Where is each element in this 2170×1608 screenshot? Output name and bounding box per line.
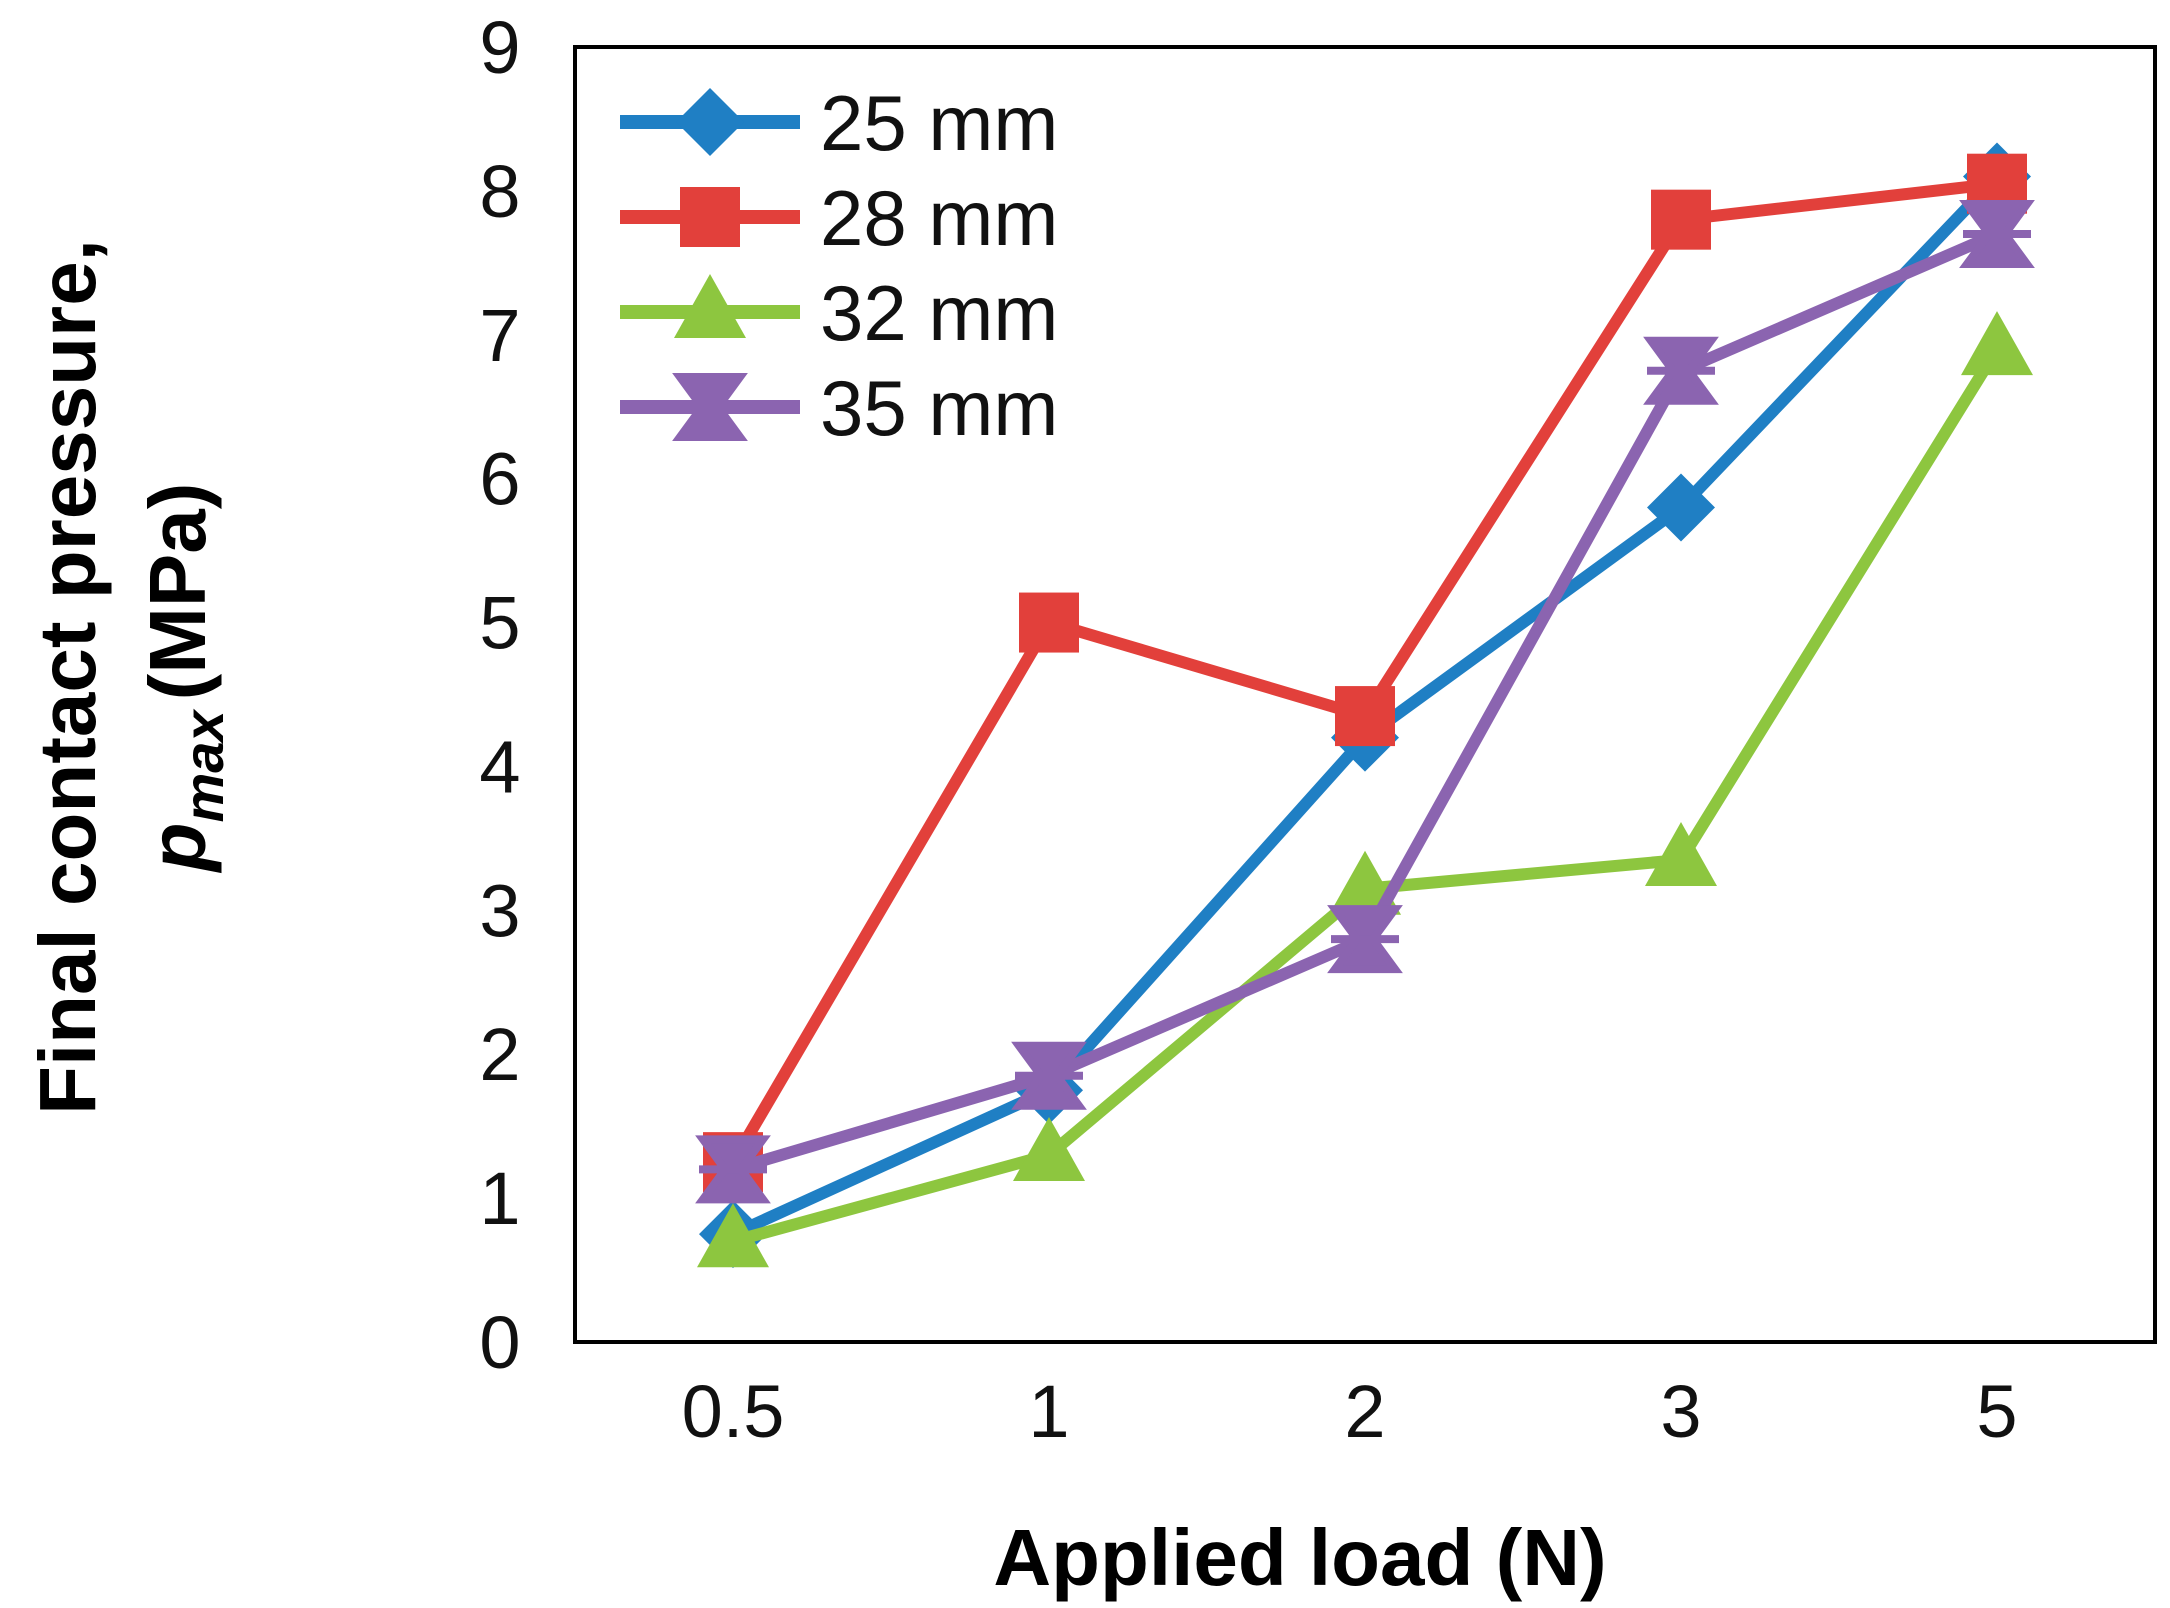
legend-label: 25 mm bbox=[820, 79, 1058, 167]
series-star bbox=[695, 200, 2035, 1204]
y-axis-ticks: 0 1 2 3 4 5 6 7 8 9 bbox=[479, 6, 520, 1384]
data-point-square bbox=[1651, 189, 1711, 250]
y-axis-unit: (MPa) bbox=[133, 483, 222, 701]
y-axis-title-line2: pmax (MPa) bbox=[133, 483, 235, 874]
data-point-square bbox=[1335, 686, 1395, 747]
data-point-triangle bbox=[697, 1203, 769, 1268]
y-tick-label: 8 bbox=[479, 150, 520, 233]
y-tick-label: 0 bbox=[479, 1301, 520, 1384]
data-point-triangle bbox=[1961, 311, 2033, 376]
data-point-star bbox=[1011, 1041, 1087, 1110]
y-tick-label: 6 bbox=[479, 438, 520, 521]
legend-item: 32 mm bbox=[620, 269, 1058, 357]
y-tick-label: 5 bbox=[479, 582, 520, 665]
legend-item: 25 mm bbox=[620, 79, 1058, 167]
legend-swatch-marker bbox=[676, 88, 744, 156]
data-point-star bbox=[695, 1135, 771, 1204]
x-tick-label: 2 bbox=[1344, 1370, 1385, 1453]
y-tick-label: 2 bbox=[479, 1013, 520, 1096]
y-axis-title-line1: Final contact pressure, bbox=[23, 239, 112, 1115]
y-axis-title: Final contact pressure, pmax (MPa) bbox=[23, 239, 235, 1115]
y-tick-label: 3 bbox=[479, 869, 520, 952]
legend-swatch-marker bbox=[672, 373, 748, 441]
y-tick-label: 9 bbox=[479, 6, 520, 89]
data-point-star bbox=[1327, 905, 1403, 974]
legend-item: 35 mm bbox=[620, 364, 1058, 452]
legend-swatch-marker bbox=[674, 274, 746, 338]
y-axis-subscript: max bbox=[172, 708, 235, 823]
y-tick-label: 4 bbox=[479, 725, 520, 808]
data-point-triangle bbox=[1645, 821, 1717, 886]
y-tick-label: 7 bbox=[479, 294, 520, 377]
series-layer bbox=[695, 142, 2035, 1269]
x-axis-title: Applied load (N) bbox=[993, 1513, 1606, 1602]
data-point-square bbox=[1019, 592, 1079, 653]
legend-label: 28 mm bbox=[820, 174, 1058, 262]
x-tick-label: 1 bbox=[1028, 1370, 1069, 1453]
legend-label: 35 mm bbox=[820, 364, 1058, 452]
y-axis-symbol: p bbox=[133, 823, 222, 874]
legend-item: 28 mm bbox=[620, 174, 1058, 262]
legend-swatch-marker bbox=[680, 187, 740, 247]
x-tick-label: 5 bbox=[1976, 1370, 2017, 1453]
y-tick-label: 1 bbox=[479, 1157, 520, 1240]
x-tick-label: 3 bbox=[1660, 1370, 1701, 1453]
data-point-star bbox=[1959, 200, 2035, 269]
data-point-triangle bbox=[1013, 1116, 1085, 1181]
data-point-star bbox=[1643, 336, 1719, 405]
data-point-diamond bbox=[1647, 473, 1715, 542]
x-axis-ticks: 0.5 1 2 3 5 bbox=[682, 1370, 2018, 1453]
legend-label: 32 mm bbox=[820, 269, 1058, 357]
x-tick-label: 0.5 bbox=[682, 1370, 785, 1453]
